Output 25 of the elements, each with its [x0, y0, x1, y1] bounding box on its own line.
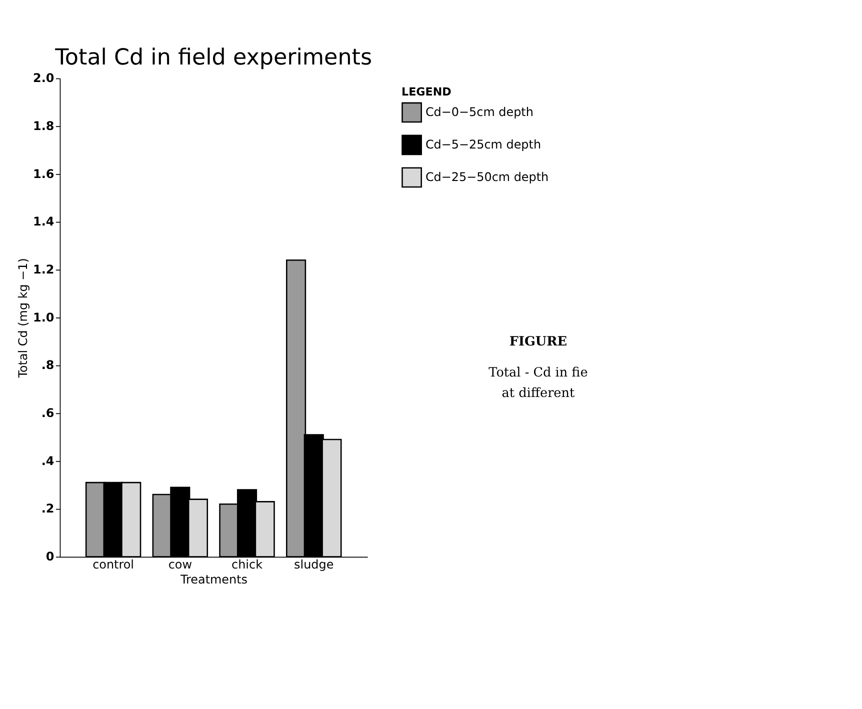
y-tick-label: 2.0 — [33, 71, 54, 86]
x-tick-label: control — [92, 557, 134, 572]
y-tick-label: 1.2 — [33, 262, 54, 277]
legend-label: Cd−25−50cm depth — [425, 170, 549, 184]
legend-label: Cd−5−25cm depth — [425, 137, 542, 152]
x-tick-label: sludge — [294, 557, 334, 572]
y-axis-title: Total Cd (mg kg −1) — [16, 258, 30, 379]
text: at different — [502, 386, 576, 401]
chart-title: Total Cd in field experiments — [54, 44, 372, 71]
y-tick-label: .6 — [41, 406, 54, 420]
x-tick-label: cow — [168, 557, 192, 572]
text: Total - Cd in fie — [488, 365, 588, 380]
y-tick-label: 1.0 — [33, 310, 54, 324]
x-tick-label: chick — [232, 557, 263, 572]
y-tick-label: 1.8 — [33, 118, 54, 133]
y-tick-label: 1.4 — [33, 214, 54, 229]
legend-label: Cd−0−5cm depth — [425, 104, 534, 119]
y-tick-label: 1.6 — [33, 166, 54, 181]
y-tick-label: .8 — [41, 358, 54, 372]
legend-title: LEGEND — [402, 85, 452, 98]
text: FIGURE — [509, 334, 568, 350]
y-tick-label: .4 — [41, 454, 54, 468]
y-tick-label: .2 — [41, 502, 54, 516]
y-tick-label: 0 — [46, 550, 54, 564]
x-axis-title: Treatments — [179, 572, 248, 587]
